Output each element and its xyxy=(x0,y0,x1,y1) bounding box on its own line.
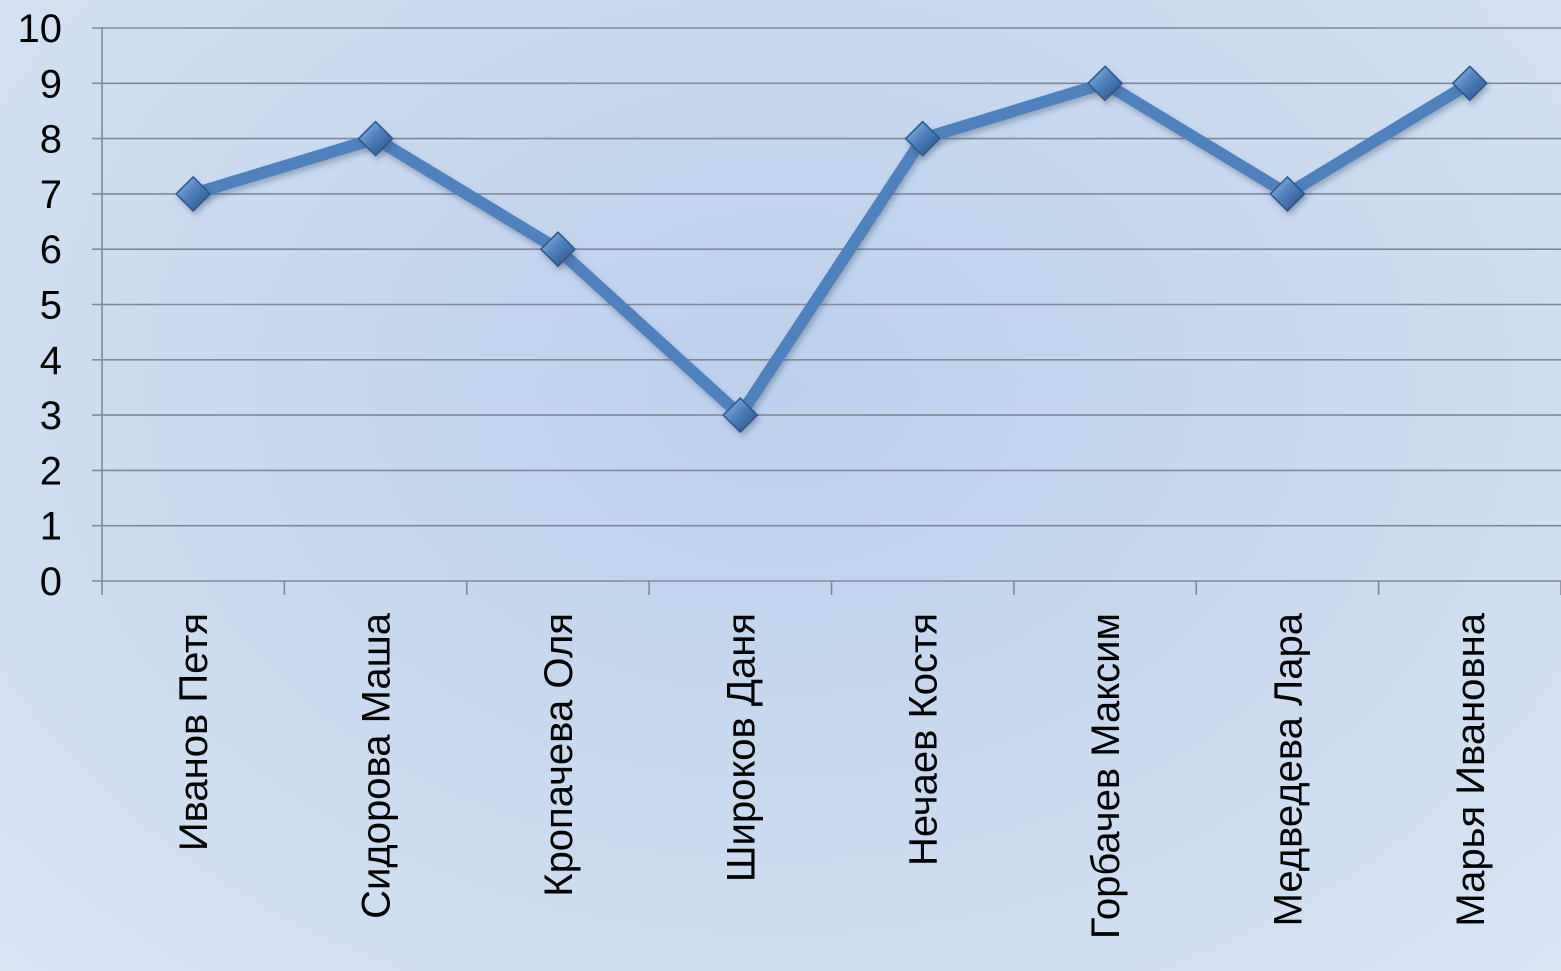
y-tick-label: 5 xyxy=(40,284,62,328)
data-point-marker xyxy=(539,231,576,268)
data-point-marker xyxy=(1087,65,1124,102)
x-axis-category-labels: Иванов Петя Сидорова Маша Кропачева Оля Шир… xyxy=(172,612,1493,939)
y-tick-label: 3 xyxy=(40,394,62,438)
x-category-label: Кропачева Оля xyxy=(537,613,581,897)
y-tick-label: 10 xyxy=(18,7,63,51)
x-category-label: Марья Ивановна xyxy=(1449,612,1493,926)
x-category-label: Иванов Петя xyxy=(172,613,216,851)
data-point-marker xyxy=(904,120,941,157)
x-category-label: Нечаев Костя xyxy=(902,613,946,866)
data-point-marker xyxy=(1451,65,1488,102)
gridlines xyxy=(92,27,1561,527)
series-line xyxy=(187,77,1476,422)
y-tick-label: 2 xyxy=(40,449,62,493)
y-tick-label: 0 xyxy=(40,560,62,604)
series-layer xyxy=(175,65,1488,434)
axes xyxy=(92,28,1561,595)
data-point-marker xyxy=(175,175,212,212)
y-tick-label: 1 xyxy=(40,505,62,549)
y-axis-tick-labels: 0 1 2 3 4 5 6 7 8 9 10 xyxy=(18,7,63,604)
x-category-label: Сидорова Маша xyxy=(355,612,399,919)
x-category-label: Медведева Лара xyxy=(1266,612,1310,926)
data-point-marker xyxy=(357,120,394,157)
x-category-label: Широков Даня xyxy=(719,613,763,882)
x-category-label: Горбачев Максим xyxy=(1084,613,1128,939)
data-point-marker xyxy=(722,397,759,434)
y-tick-label: 7 xyxy=(40,173,62,217)
y-tick-label: 6 xyxy=(40,228,62,272)
y-tick-label: 4 xyxy=(40,339,62,383)
data-point-marker xyxy=(1269,175,1306,212)
y-tick-label: 9 xyxy=(40,62,62,106)
y-tick-label: 8 xyxy=(40,118,62,162)
